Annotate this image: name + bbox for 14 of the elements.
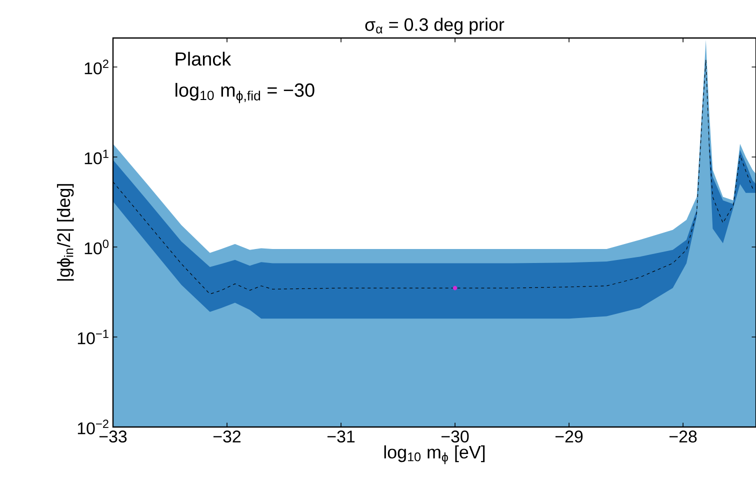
x-tick-label: −32 [213,430,241,443]
y-tick-label: 10$^{0}$ [84,240,109,254]
x-tick-label: −29 [556,430,583,443]
x-tick-label: −30 [441,430,469,443]
y-tick-label: 10$^{1}$ [84,150,108,164]
y-tick-label: 10$^{2}$ [84,60,108,74]
y-tick-label: 10$^{−1}$ [78,330,108,344]
annotation: Planck [176,52,232,66]
y-axis-title: |gϕ$_{in}$/2| [deg] [56,184,74,281]
x-axis-title: log$_{10}$ m$_{ϕ}$ [eV] [384,445,485,464]
x-tick-label: −28 [670,430,697,443]
annotation: log$_{10}$ m$_{ϕ,fid}$ = −30 [176,82,314,104]
chart-title: σ$_{α}$ = 0.3 deg prior [365,18,504,34]
x-tick-label: −31 [327,430,355,443]
